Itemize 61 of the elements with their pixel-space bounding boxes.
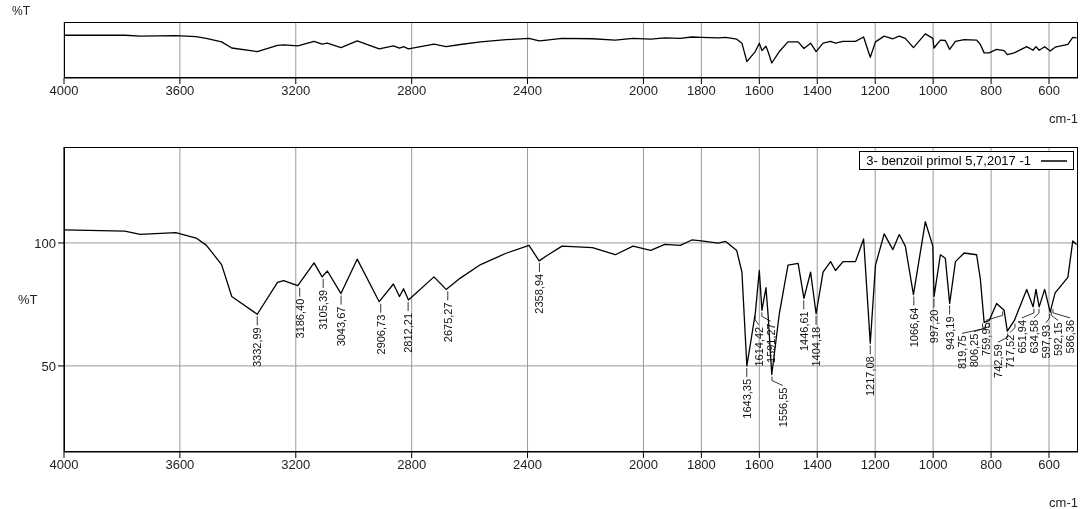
x-tick-label: 2000 — [628, 457, 658, 473]
annotation: 586,36 — [1064, 319, 1076, 354]
x-tick-label: 800 — [980, 457, 1002, 473]
x-tick-label: 600 — [1038, 83, 1060, 99]
annotation: 819,75 — [956, 335, 968, 370]
x-tick-label: 600 — [1038, 457, 1060, 473]
annotation: 742,59 — [992, 344, 1004, 378]
annotation: 634,58 — [1028, 319, 1040, 354]
x-tick-label: 4000 — [49, 83, 79, 99]
annotation: 651,94 — [1016, 319, 1028, 354]
x-tick-label: 4000 — [49, 457, 79, 473]
x-tick-label: 1800 — [686, 457, 716, 473]
y-axis-title: %T — [18, 292, 38, 308]
annotation: 3186,40 — [293, 298, 306, 339]
annotation: 597,93 — [1040, 324, 1052, 359]
annotation: 1404,18 — [810, 326, 823, 367]
x-tick-label: 3200 — [281, 83, 311, 99]
annotation: 2675,27 — [441, 302, 454, 343]
annotation: 997,20 — [927, 309, 940, 344]
annotation: 806,25 — [968, 333, 980, 368]
annotation: 943,19 — [943, 316, 956, 351]
x-tick-label: 800 — [980, 83, 1002, 99]
annotation: 592,15 — [1052, 322, 1064, 356]
x-tick-label: 1000 — [918, 457, 948, 473]
annotation: 1446,61 — [797, 311, 810, 352]
x-tick-label: 2400 — [513, 457, 542, 473]
annotation: 717,52 — [1004, 334, 1016, 369]
x-tick-label: 3600 — [165, 457, 195, 473]
x-axis-title: cm-1 — [1049, 495, 1078, 509]
x-tick-label: 1800 — [686, 83, 716, 99]
y-tick-label: 100 — [34, 235, 56, 251]
x-tick-label: 2400 — [513, 83, 542, 99]
legend-label: 3- benzoil primol 5,7,2017 -1 — [866, 153, 1031, 168]
annotation: 3105,39 — [317, 289, 330, 330]
x-tick-label: 3200 — [281, 457, 311, 473]
annotation: 1556,55 — [776, 387, 789, 428]
x-tick-label: 1000 — [918, 83, 948, 99]
annotation: 1591,27 — [764, 323, 777, 364]
x-tick-label: 1200 — [860, 457, 890, 473]
annotation: 3043,67 — [335, 306, 348, 347]
x-tick-label: 1400 — [802, 83, 832, 99]
x-tick-label: 1200 — [860, 83, 890, 99]
annotation: 2358,94 — [533, 273, 546, 314]
annotation: 2906,73 — [374, 314, 387, 355]
annotation: 1066,64 — [907, 307, 920, 348]
annotation: 1217,08 — [864, 356, 877, 397]
annotation: 2812,21 — [402, 312, 415, 353]
x-tick-label: 3600 — [165, 83, 195, 99]
annotation: 1614,42 — [752, 326, 765, 367]
y-axis-title: %T — [12, 4, 30, 18]
y-tick-label: 50 — [41, 358, 56, 374]
annotation: 759,95 — [980, 322, 992, 356]
x-tick-label: 1400 — [802, 457, 832, 473]
x-tick-label: 1600 — [744, 457, 774, 473]
x-tick-label: 2800 — [397, 83, 427, 99]
x-tick-label: 2000 — [628, 83, 658, 99]
x-axis-title: cm-1 — [1049, 111, 1078, 126]
x-tick-label: 2800 — [397, 457, 427, 473]
x-tick-label: 1600 — [744, 83, 774, 99]
annotation: 3332,99 — [251, 327, 264, 368]
annotation: 1643,35 — [740, 378, 753, 419]
